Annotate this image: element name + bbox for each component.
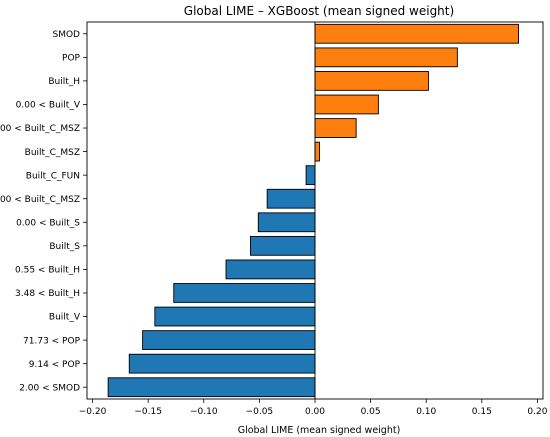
bar [107,377,316,398]
bar [314,71,429,91]
category-labels: SMOD POP Built_H 0.00 < Built_V 4.00 < Built… [0,30,87,393]
bar [314,23,519,44]
bar [250,235,316,256]
bar [314,47,458,68]
bar [142,330,316,350]
bar [128,353,316,374]
bar [314,118,357,138]
x-tick-label: −0.20 [79,407,107,417]
category-label: Built_C_FUN [26,171,80,181]
category-label: SMOD [53,30,81,40]
x-tick-label: 0.00 [305,407,325,417]
category-label: POP [62,54,81,64]
x-tick-label: 0.10 [416,407,436,417]
bar [257,212,316,233]
category-label: 4.00 < Built_C_MSZ [0,124,80,134]
category-label: Built_V [49,313,81,323]
chart-title: Global LIME – XGBoost (mean signed weigh… [184,4,454,18]
x-tick-label: −0.10 [190,407,218,417]
x-axis-label: Global LIME (mean signed weight) [238,425,401,436]
bar [314,94,379,115]
bar [154,306,316,327]
bar [173,283,316,303]
bar [305,165,316,186]
category-label: 3.48 < Built_H [15,289,80,299]
bar [314,141,320,162]
category-label: 0.00 < Built_S [16,218,80,228]
category-label: Built_C_MSZ [25,148,80,158]
category-label: 0.55 < Built_H [15,266,80,276]
x-tick-label: 0.05 [361,407,381,417]
category-label: 9.14 < POP [29,360,81,370]
x-axis-ticks: −0.20 −0.15 −0.10 −0.05 0.00 0.05 0.10 0.15 0.20 [79,399,548,417]
bars-group [107,23,519,398]
category-label: Built_S [49,242,80,252]
category-label: Built_H [48,77,80,87]
x-tick-label: −0.05 [246,407,274,417]
x-tick-label: 0.20 [527,407,547,417]
x-tick-label: 0.15 [472,407,492,417]
category-label: 71.73 < POP [23,336,81,346]
bar [266,188,316,209]
category-label: 2.00 < SMOD [19,383,80,393]
category-label: 0.00 < Built_V [16,101,81,111]
bar [225,259,316,280]
x-tick-label: −0.15 [134,407,162,417]
category-label: 3.00 < Built_C_MSZ [0,195,80,205]
